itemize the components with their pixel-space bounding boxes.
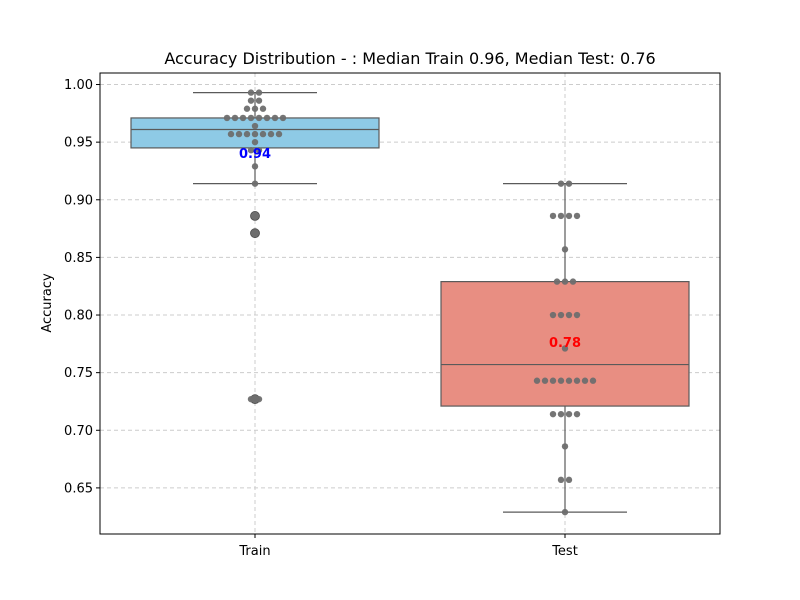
x-tick-label: Train: [238, 544, 270, 559]
swarm-point: [251, 163, 259, 170]
swarm-point: [573, 212, 581, 220]
swarm-point: [573, 410, 581, 418]
swarm-point: [565, 212, 573, 220]
swarm-point: [247, 114, 255, 122]
y-tick-label: 0.95: [64, 136, 93, 151]
mean-label-train: 0.94: [239, 147, 271, 162]
swarm-point: [557, 212, 565, 220]
swarm-point: [573, 311, 581, 319]
swarm-point: [223, 114, 231, 122]
swarm-point: [549, 410, 557, 418]
swarm-point: [561, 246, 569, 253]
mean-label-test: 0.78: [549, 336, 581, 351]
y-tick-label: 0.70: [64, 424, 93, 439]
y-tick-label: 0.85: [64, 251, 93, 266]
swarm-point: [557, 311, 565, 319]
box-layer: [130, 91, 690, 513]
swarm-point: [263, 114, 271, 122]
swarm-point: [589, 377, 597, 384]
swarm-point: [553, 278, 561, 285]
swarm-point: [557, 180, 565, 187]
swarm-point: [251, 130, 259, 138]
swarm-point: [549, 311, 557, 319]
grid-layer: [100, 73, 720, 534]
axis-layer: 0.65 0.70 0.75 0.80 0.85 0.90 0.95 1.00 Train Tes…: [64, 78, 578, 559]
label-layer: 0.94 0.78: [239, 147, 581, 351]
swarm-point: [227, 130, 235, 138]
swarm-point: [231, 114, 239, 122]
swarm-point: [259, 130, 267, 138]
y-axis-label: Accuracy: [40, 273, 55, 333]
y-tick-label: 1.00: [64, 78, 93, 93]
swarm-point: [565, 410, 573, 418]
swarm-point: [279, 114, 287, 122]
y-tick-label: 0.75: [64, 366, 93, 381]
swarm-point: [565, 311, 573, 319]
swarm-point: [247, 147, 255, 154]
point-layer: [223, 89, 597, 516]
swarm-point: [251, 229, 259, 237]
swarm-point: [247, 395, 255, 403]
swarm-point: [541, 377, 549, 384]
swarm-point: [255, 147, 263, 154]
swarm-point: [251, 138, 259, 146]
swarm-point: [573, 377, 581, 384]
y-tick-label: 0.65: [64, 481, 93, 496]
swarm-point: [235, 130, 243, 138]
swarm-point: [533, 377, 541, 384]
swarm-point: [275, 130, 283, 138]
swarm-point: [561, 508, 569, 516]
y-tick-label: 0.90: [64, 193, 93, 208]
swarm-point: [267, 130, 275, 138]
swarm-point: [561, 443, 569, 450]
swarm-point: [565, 377, 573, 384]
swarm-point: [557, 377, 565, 384]
swarm-point: [561, 278, 569, 285]
swarm-point: [255, 395, 263, 403]
swarm-point: [549, 377, 557, 384]
swarm-point: [239, 114, 247, 122]
swarm-point: [557, 476, 565, 484]
swarm-point: [255, 97, 263, 104]
swarm-point: [251, 212, 259, 220]
swarm-point: [271, 114, 279, 122]
swarm-point: [259, 105, 267, 112]
swarm-point: [549, 212, 557, 220]
swarm-point: [247, 97, 255, 104]
chart-title: Accuracy Distribution - : Median Train 0…: [164, 49, 655, 68]
swarm-point: [251, 180, 259, 187]
swarm-point: [581, 377, 589, 384]
swarm-point: [255, 89, 263, 96]
plot-frame: [99, 72, 721, 535]
swarm-point: [243, 130, 251, 138]
swarm-point: [247, 89, 255, 96]
x-tick-label: Test: [551, 544, 578, 559]
swarm-point: [569, 278, 577, 285]
swarm-point: [565, 476, 573, 484]
swarm-point: [255, 114, 263, 122]
swarm-point: [557, 410, 565, 418]
y-tick-label: 0.80: [64, 309, 93, 324]
swarm-point: [565, 180, 573, 187]
swarm-point: [251, 122, 259, 130]
swarm-point: [251, 105, 259, 112]
swarm-point: [243, 105, 251, 112]
swarm-point: [561, 345, 569, 352]
